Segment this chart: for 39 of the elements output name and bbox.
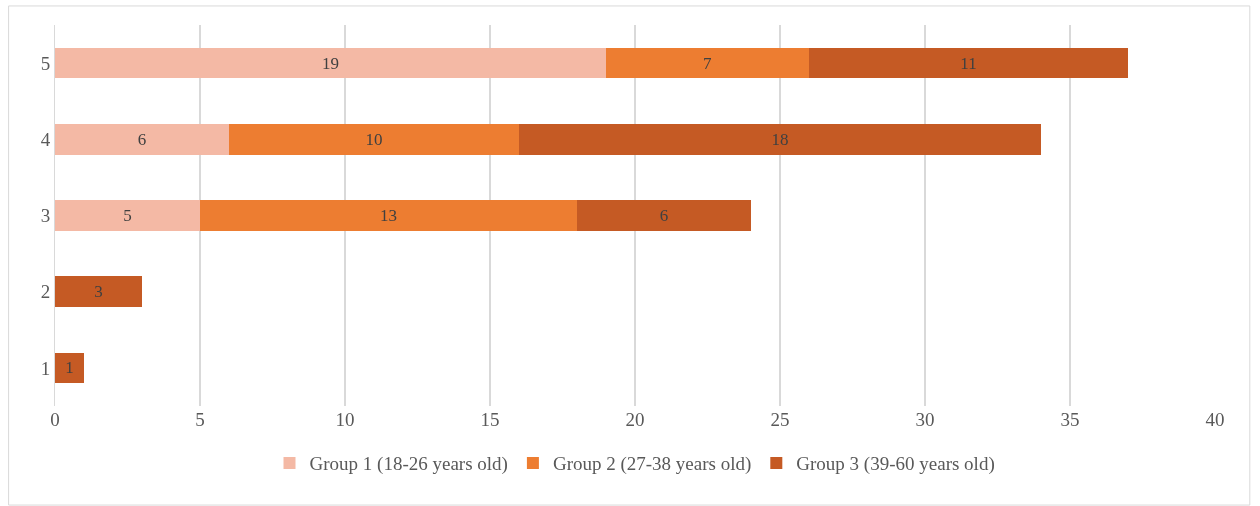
data-label: 19 — [322, 53, 339, 73]
data-label: 3 — [94, 282, 103, 302]
bar — [606, 47, 809, 79]
data-label: 13 — [380, 206, 397, 225]
x-tick-label: 0 — [50, 409, 60, 430]
legend-label: Group 2 (27-38 years old) — [552, 453, 752, 476]
bar — [200, 200, 577, 231]
data-label: 7 — [703, 53, 712, 73]
legend-label: Group 3 (39-60 years old) — [796, 453, 995, 476]
bar — [55, 200, 200, 231]
data-label: 1 — [65, 358, 74, 378]
x-tick-label: 5 — [195, 409, 205, 430]
data-label: 18 — [771, 129, 789, 149]
x-tick-label: 15 — [480, 409, 500, 430]
data-label: 6 — [659, 206, 669, 225]
legend-label: Group 1 (18-26 years old) — [309, 453, 508, 476]
y-tick-label: 4 — [40, 128, 51, 150]
x-tick-label: 10 — [335, 409, 355, 430]
bar — [229, 124, 519, 155]
data-label: 10 — [365, 129, 383, 149]
data-label: 11 — [960, 53, 977, 73]
y-tick-label: 3 — [40, 205, 51, 227]
x-tick-label: 20 — [625, 409, 645, 430]
y-tick-label: 5 — [40, 52, 51, 74]
data-label: 6 — [137, 129, 147, 149]
bar — [55, 124, 229, 155]
x-tick-label: 25 — [770, 409, 790, 430]
bar — [55, 47, 606, 79]
bar — [55, 352, 84, 384]
data-label: 5 — [123, 206, 132, 225]
y-tick-label: 1 — [40, 357, 51, 379]
x-tick-label: 40 — [1205, 409, 1225, 430]
bar — [55, 276, 142, 307]
bar — [809, 47, 1128, 79]
x-tick-label: 35 — [1060, 409, 1080, 430]
bar — [577, 200, 751, 231]
bar — [519, 124, 1041, 155]
y-tick-label: 2 — [40, 281, 51, 303]
x-tick-label: 30 — [915, 409, 935, 430]
